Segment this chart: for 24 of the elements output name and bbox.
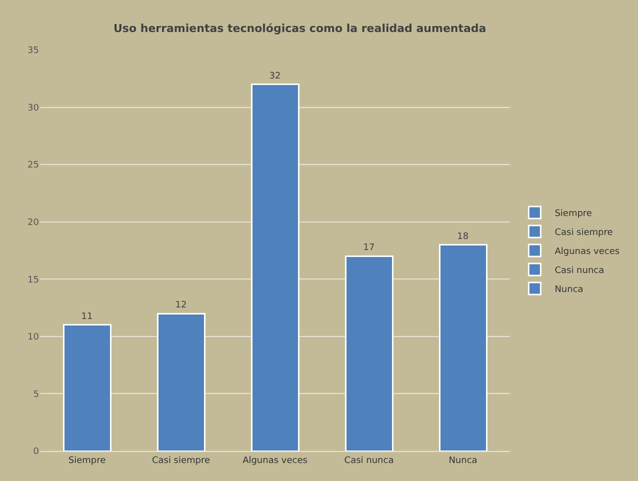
- y-tick-label: 35: [28, 46, 39, 56]
- legend-label: Casi nunca: [554, 266, 604, 276]
- y-tick-label: 20: [28, 218, 40, 228]
- x-tick-label: Algunas veces: [242, 456, 308, 466]
- data-label: 18: [457, 232, 469, 242]
- y-tick-label: 30: [28, 103, 40, 114]
- legend-label: Casi siempre: [554, 228, 614, 238]
- y-tick-label: 0: [33, 447, 40, 458]
- chart-title: Uso herramientas tecnológicas como la realidad aumentada: [114, 22, 486, 35]
- x-tick-label: Casi nunca: [344, 456, 394, 466]
- y-tick-label: 5: [33, 390, 39, 400]
- x-tick-label: Nunca: [448, 456, 478, 466]
- legend-label: Algunas veces: [554, 247, 620, 258]
- x-tick-label: Casi siempre: [152, 456, 211, 466]
- x-tick-label: Siempre: [68, 456, 106, 466]
- data-label: 11: [81, 312, 93, 322]
- legend-label: Nunca: [554, 285, 584, 296]
- data-label: 17: [363, 243, 375, 254]
- legend-label: Siempre: [554, 209, 592, 220]
- y-tick-label: 25: [28, 160, 39, 171]
- data-label: 32: [269, 71, 281, 82]
- y-tick-label: 10: [28, 332, 40, 343]
- data-label: 12: [175, 300, 187, 311]
- y-tick-label: 15: [28, 275, 39, 286]
